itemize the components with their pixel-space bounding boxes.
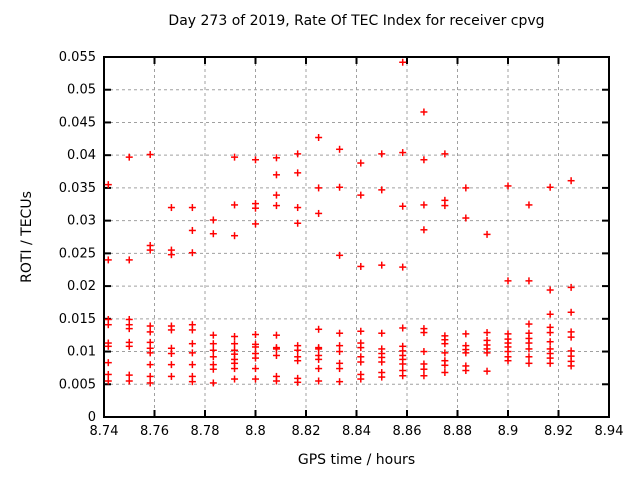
- y-tick-label: 0: [88, 410, 96, 425]
- x-tick-label: 8.94: [595, 424, 624, 439]
- y-tick-label: 0.045: [59, 115, 96, 130]
- x-tick-label: 8.84: [342, 424, 371, 439]
- y-tick-label: 0.05: [67, 83, 96, 98]
- y-tick-label: 0.005: [59, 377, 96, 392]
- y-tick-label: 0.035: [59, 181, 96, 196]
- x-tick-label: 8.9: [498, 424, 519, 439]
- y-tick-label: 0.04: [67, 148, 96, 163]
- y-tick-label: 0.025: [59, 246, 96, 261]
- y-tick-label: 0.03: [67, 214, 96, 229]
- x-tick-label: 8.86: [393, 424, 422, 439]
- y-tick-label: 0.055: [59, 50, 96, 65]
- y-tick-label: 0.01: [67, 345, 96, 360]
- x-tick-label: 8.76: [140, 424, 169, 439]
- x-tick-label: 8.82: [292, 424, 321, 439]
- x-tick-label: 8.78: [191, 424, 220, 439]
- x-axis-label: GPS time / hours: [297, 452, 416, 468]
- x-tick-label: 8.8: [245, 424, 266, 439]
- y-tick-label: 0.015: [59, 312, 96, 327]
- x-tick-label: 8.88: [443, 424, 472, 439]
- x-tick-label: 8.74: [90, 424, 119, 439]
- y-tick-label: 0.02: [67, 279, 96, 294]
- chart-title: Day 273 of 2019, Rate Of TEC Index for r…: [168, 13, 545, 29]
- x-tick-label: 8.92: [544, 424, 573, 439]
